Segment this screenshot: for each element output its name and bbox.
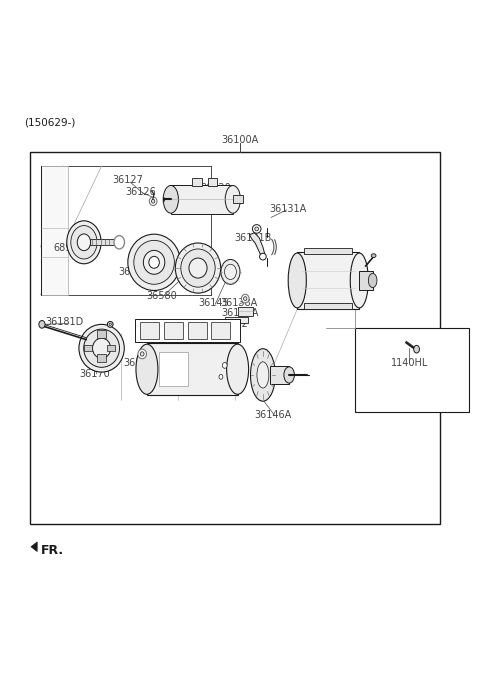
Text: 36120: 36120 <box>201 183 231 193</box>
Bar <box>97 330 107 338</box>
Bar <box>84 345 92 351</box>
Ellipse shape <box>225 186 240 213</box>
Bar <box>108 345 115 351</box>
Ellipse shape <box>67 221 101 264</box>
Ellipse shape <box>371 253 376 258</box>
Bar <box>360 271 372 290</box>
Bar <box>140 321 159 338</box>
Ellipse shape <box>350 253 368 308</box>
Bar <box>211 321 230 338</box>
Ellipse shape <box>128 234 180 290</box>
Ellipse shape <box>109 323 111 325</box>
Ellipse shape <box>114 236 124 249</box>
Ellipse shape <box>134 240 174 284</box>
Ellipse shape <box>251 349 276 401</box>
Bar <box>207 178 217 186</box>
Ellipse shape <box>149 256 159 269</box>
Ellipse shape <box>222 362 227 369</box>
Bar <box>97 354 107 362</box>
Ellipse shape <box>149 197 157 205</box>
Bar <box>188 321 206 338</box>
Text: 36170: 36170 <box>79 369 110 379</box>
Text: 36102: 36102 <box>217 319 248 329</box>
Ellipse shape <box>138 349 146 359</box>
Text: (150629-): (150629-) <box>24 117 76 127</box>
Text: FR.: FR. <box>40 544 64 557</box>
Ellipse shape <box>189 258 207 278</box>
Text: 36168B: 36168B <box>119 267 156 277</box>
Bar <box>238 307 253 316</box>
Ellipse shape <box>93 338 111 358</box>
Ellipse shape <box>39 321 45 328</box>
Bar <box>225 316 248 323</box>
Text: 36152B: 36152B <box>123 358 161 368</box>
Ellipse shape <box>241 295 249 303</box>
Ellipse shape <box>414 345 420 353</box>
Ellipse shape <box>144 251 165 274</box>
Text: 36131A: 36131A <box>269 204 306 214</box>
Text: 36110: 36110 <box>294 265 325 275</box>
Ellipse shape <box>108 321 113 327</box>
Text: 36117A: 36117A <box>326 278 364 288</box>
Polygon shape <box>250 233 265 257</box>
Text: 36138A: 36138A <box>220 299 257 308</box>
Ellipse shape <box>221 260 240 284</box>
Text: 36150: 36150 <box>184 384 215 395</box>
Bar <box>147 343 238 395</box>
Ellipse shape <box>288 253 306 308</box>
Text: 36126: 36126 <box>125 187 156 197</box>
Ellipse shape <box>227 344 249 395</box>
Text: 36137A: 36137A <box>221 308 259 319</box>
Text: 36127: 36127 <box>112 175 144 185</box>
Bar <box>159 352 188 386</box>
Bar <box>40 304 322 400</box>
Text: 36146A: 36146A <box>255 410 292 420</box>
Bar <box>164 321 183 338</box>
Ellipse shape <box>79 325 124 372</box>
Bar <box>30 151 441 524</box>
Ellipse shape <box>257 362 269 388</box>
Bar <box>297 252 360 309</box>
Ellipse shape <box>219 375 223 379</box>
Ellipse shape <box>255 227 259 231</box>
Ellipse shape <box>71 225 97 259</box>
Ellipse shape <box>368 273 377 288</box>
Ellipse shape <box>175 243 221 293</box>
Text: 36131B: 36131B <box>235 234 272 243</box>
Bar <box>233 195 243 203</box>
Ellipse shape <box>225 264 237 279</box>
Ellipse shape <box>243 297 247 301</box>
Ellipse shape <box>152 199 155 203</box>
Text: 1140HL: 1140HL <box>391 358 428 368</box>
Text: 68910B: 68910B <box>53 243 91 253</box>
Bar <box>270 366 289 384</box>
Text: 36100A: 36100A <box>221 135 259 145</box>
Text: 36580: 36580 <box>146 290 177 301</box>
Text: 36142: 36142 <box>171 329 202 339</box>
Ellipse shape <box>140 352 144 356</box>
Ellipse shape <box>136 344 158 395</box>
Ellipse shape <box>84 329 120 367</box>
Polygon shape <box>40 166 211 295</box>
Bar <box>304 248 352 253</box>
Polygon shape <box>31 542 37 551</box>
Bar <box>90 240 123 245</box>
Bar <box>171 185 233 214</box>
Ellipse shape <box>252 225 261 233</box>
Bar <box>304 303 352 309</box>
Polygon shape <box>40 166 68 295</box>
Text: 36181D: 36181D <box>46 317 84 327</box>
Ellipse shape <box>77 234 91 251</box>
Bar <box>135 319 240 342</box>
Ellipse shape <box>284 367 294 383</box>
Ellipse shape <box>163 186 179 213</box>
Bar <box>355 328 469 412</box>
Ellipse shape <box>181 249 215 287</box>
Bar <box>192 178 202 186</box>
Text: 36145: 36145 <box>198 299 228 308</box>
Ellipse shape <box>260 253 266 260</box>
